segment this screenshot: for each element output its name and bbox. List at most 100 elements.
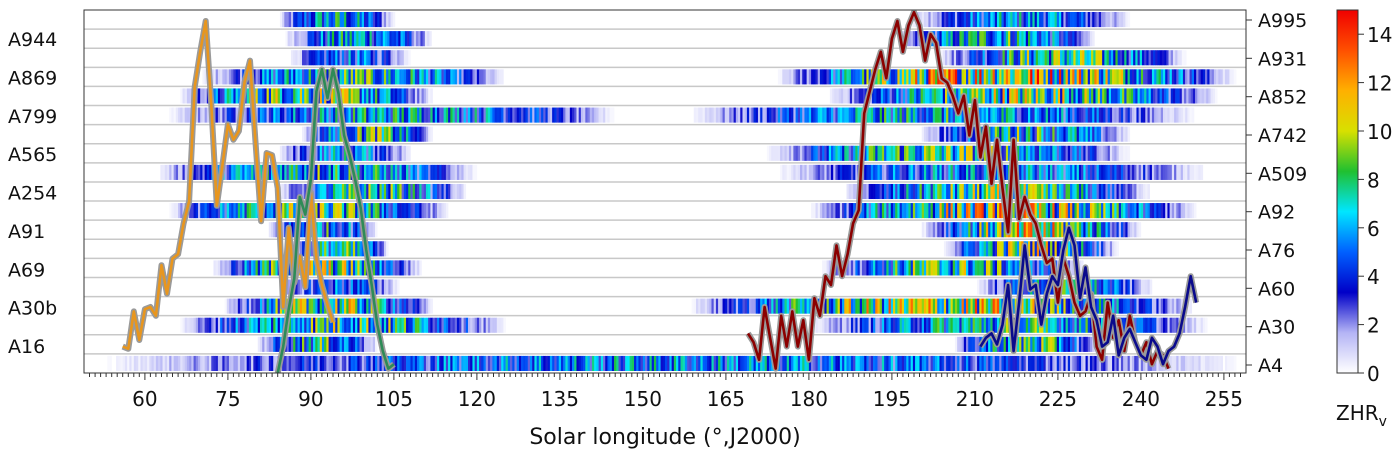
heat-cell [308, 336, 312, 352]
heat-cell [379, 355, 382, 371]
heat-cell [1018, 88, 1021, 104]
heat-cell [463, 107, 467, 123]
heat-cell [946, 183, 949, 200]
heat-cell [330, 12, 334, 28]
heat-cell [912, 69, 916, 85]
heat-cell [366, 222, 369, 238]
heat-cell [1095, 88, 1098, 104]
heat-cell [906, 183, 909, 200]
heat-cell [753, 298, 757, 314]
heat-cell [257, 88, 261, 104]
heat-cell [848, 69, 852, 85]
heat-cell [1169, 355, 1173, 371]
heat-cell [1052, 164, 1055, 180]
heat-cell [1065, 355, 1069, 371]
heat-cell [1176, 107, 1179, 123]
heat-cell [755, 355, 759, 371]
heat-cell [707, 298, 710, 314]
heat-cell [932, 260, 936, 276]
heat-cell [1085, 145, 1089, 161]
heat-cell [1034, 31, 1038, 47]
heat-cell [366, 298, 369, 314]
heat-cell [1025, 336, 1029, 352]
heat-cell [363, 69, 367, 85]
heat-cell [1103, 126, 1106, 142]
heat-cell [1105, 107, 1108, 123]
heat-cell [943, 317, 947, 333]
heat-cell [1141, 88, 1145, 104]
heat-cell [419, 355, 422, 371]
heat-cell [1081, 241, 1084, 257]
heat-cell [195, 203, 199, 219]
heat-cell [815, 203, 818, 219]
heat-cell [412, 88, 416, 104]
heat-cell [904, 183, 907, 200]
heat-cell [963, 31, 967, 47]
heat-cell [1151, 203, 1155, 219]
heat-cell [997, 222, 1000, 238]
heat-cell [1094, 279, 1097, 295]
heat-cell [1176, 164, 1179, 180]
heat-cell [359, 164, 363, 180]
heat-cell [1158, 69, 1162, 85]
heat-cell [1030, 355, 1033, 371]
heat-cell [271, 317, 274, 333]
heat-cell [873, 298, 876, 314]
heat-cell [1081, 260, 1084, 276]
heat-cell [1039, 107, 1042, 123]
heat-cell [926, 126, 929, 142]
heat-cell [408, 164, 411, 180]
heat-cell [432, 355, 436, 371]
heat-cell [680, 355, 683, 371]
heat-cell [450, 107, 453, 123]
heat-cell [266, 88, 270, 104]
heat-cell [1200, 317, 1204, 333]
heat-cell [868, 260, 872, 276]
heat-cell [273, 222, 276, 238]
heat-cell [381, 279, 385, 295]
heat-cell [441, 164, 444, 180]
heat-cell [992, 69, 996, 85]
heat-cell [1083, 317, 1086, 333]
heat-cell [397, 279, 400, 295]
heat-cell [412, 164, 416, 180]
heat-cell [835, 203, 838, 219]
heat-cell [1036, 203, 1040, 219]
heat-cell [855, 145, 858, 161]
heat-cell [760, 298, 763, 314]
heat-cell [1063, 12, 1066, 28]
heat-cell [375, 241, 378, 257]
heat-cell [963, 336, 967, 352]
heat-cell [941, 298, 945, 314]
heat-cell [773, 145, 776, 161]
heat-cell [846, 317, 849, 333]
heat-cell [912, 203, 916, 219]
heat-cell [534, 107, 537, 123]
heat-cell [1058, 298, 1062, 314]
heat-cell [333, 164, 336, 180]
heat-cell [363, 279, 367, 295]
heat-cell [1039, 279, 1042, 295]
heat-cell [1092, 145, 1095, 161]
heat-cell [1076, 145, 1080, 161]
heat-cell [574, 355, 577, 371]
heat-cell [901, 203, 905, 219]
heat-cell [1085, 336, 1089, 352]
heat-cell [979, 183, 982, 200]
heat-cell [1150, 50, 1154, 66]
heat-cell [423, 355, 427, 371]
heat-cell [350, 279, 354, 295]
heat-cell [197, 164, 201, 180]
heat-cell [1094, 298, 1097, 314]
heat-cell [410, 107, 413, 123]
heat-cell [1043, 183, 1046, 200]
heat-cell [935, 260, 938, 276]
heat-cell [700, 298, 703, 314]
heat-cell [943, 164, 947, 180]
heat-cell [459, 164, 462, 180]
heat-cell [898, 88, 901, 104]
heat-cell [357, 279, 360, 295]
heat-cell [766, 355, 770, 371]
heat-cell [1078, 336, 1082, 352]
heat-cell [1010, 31, 1013, 47]
